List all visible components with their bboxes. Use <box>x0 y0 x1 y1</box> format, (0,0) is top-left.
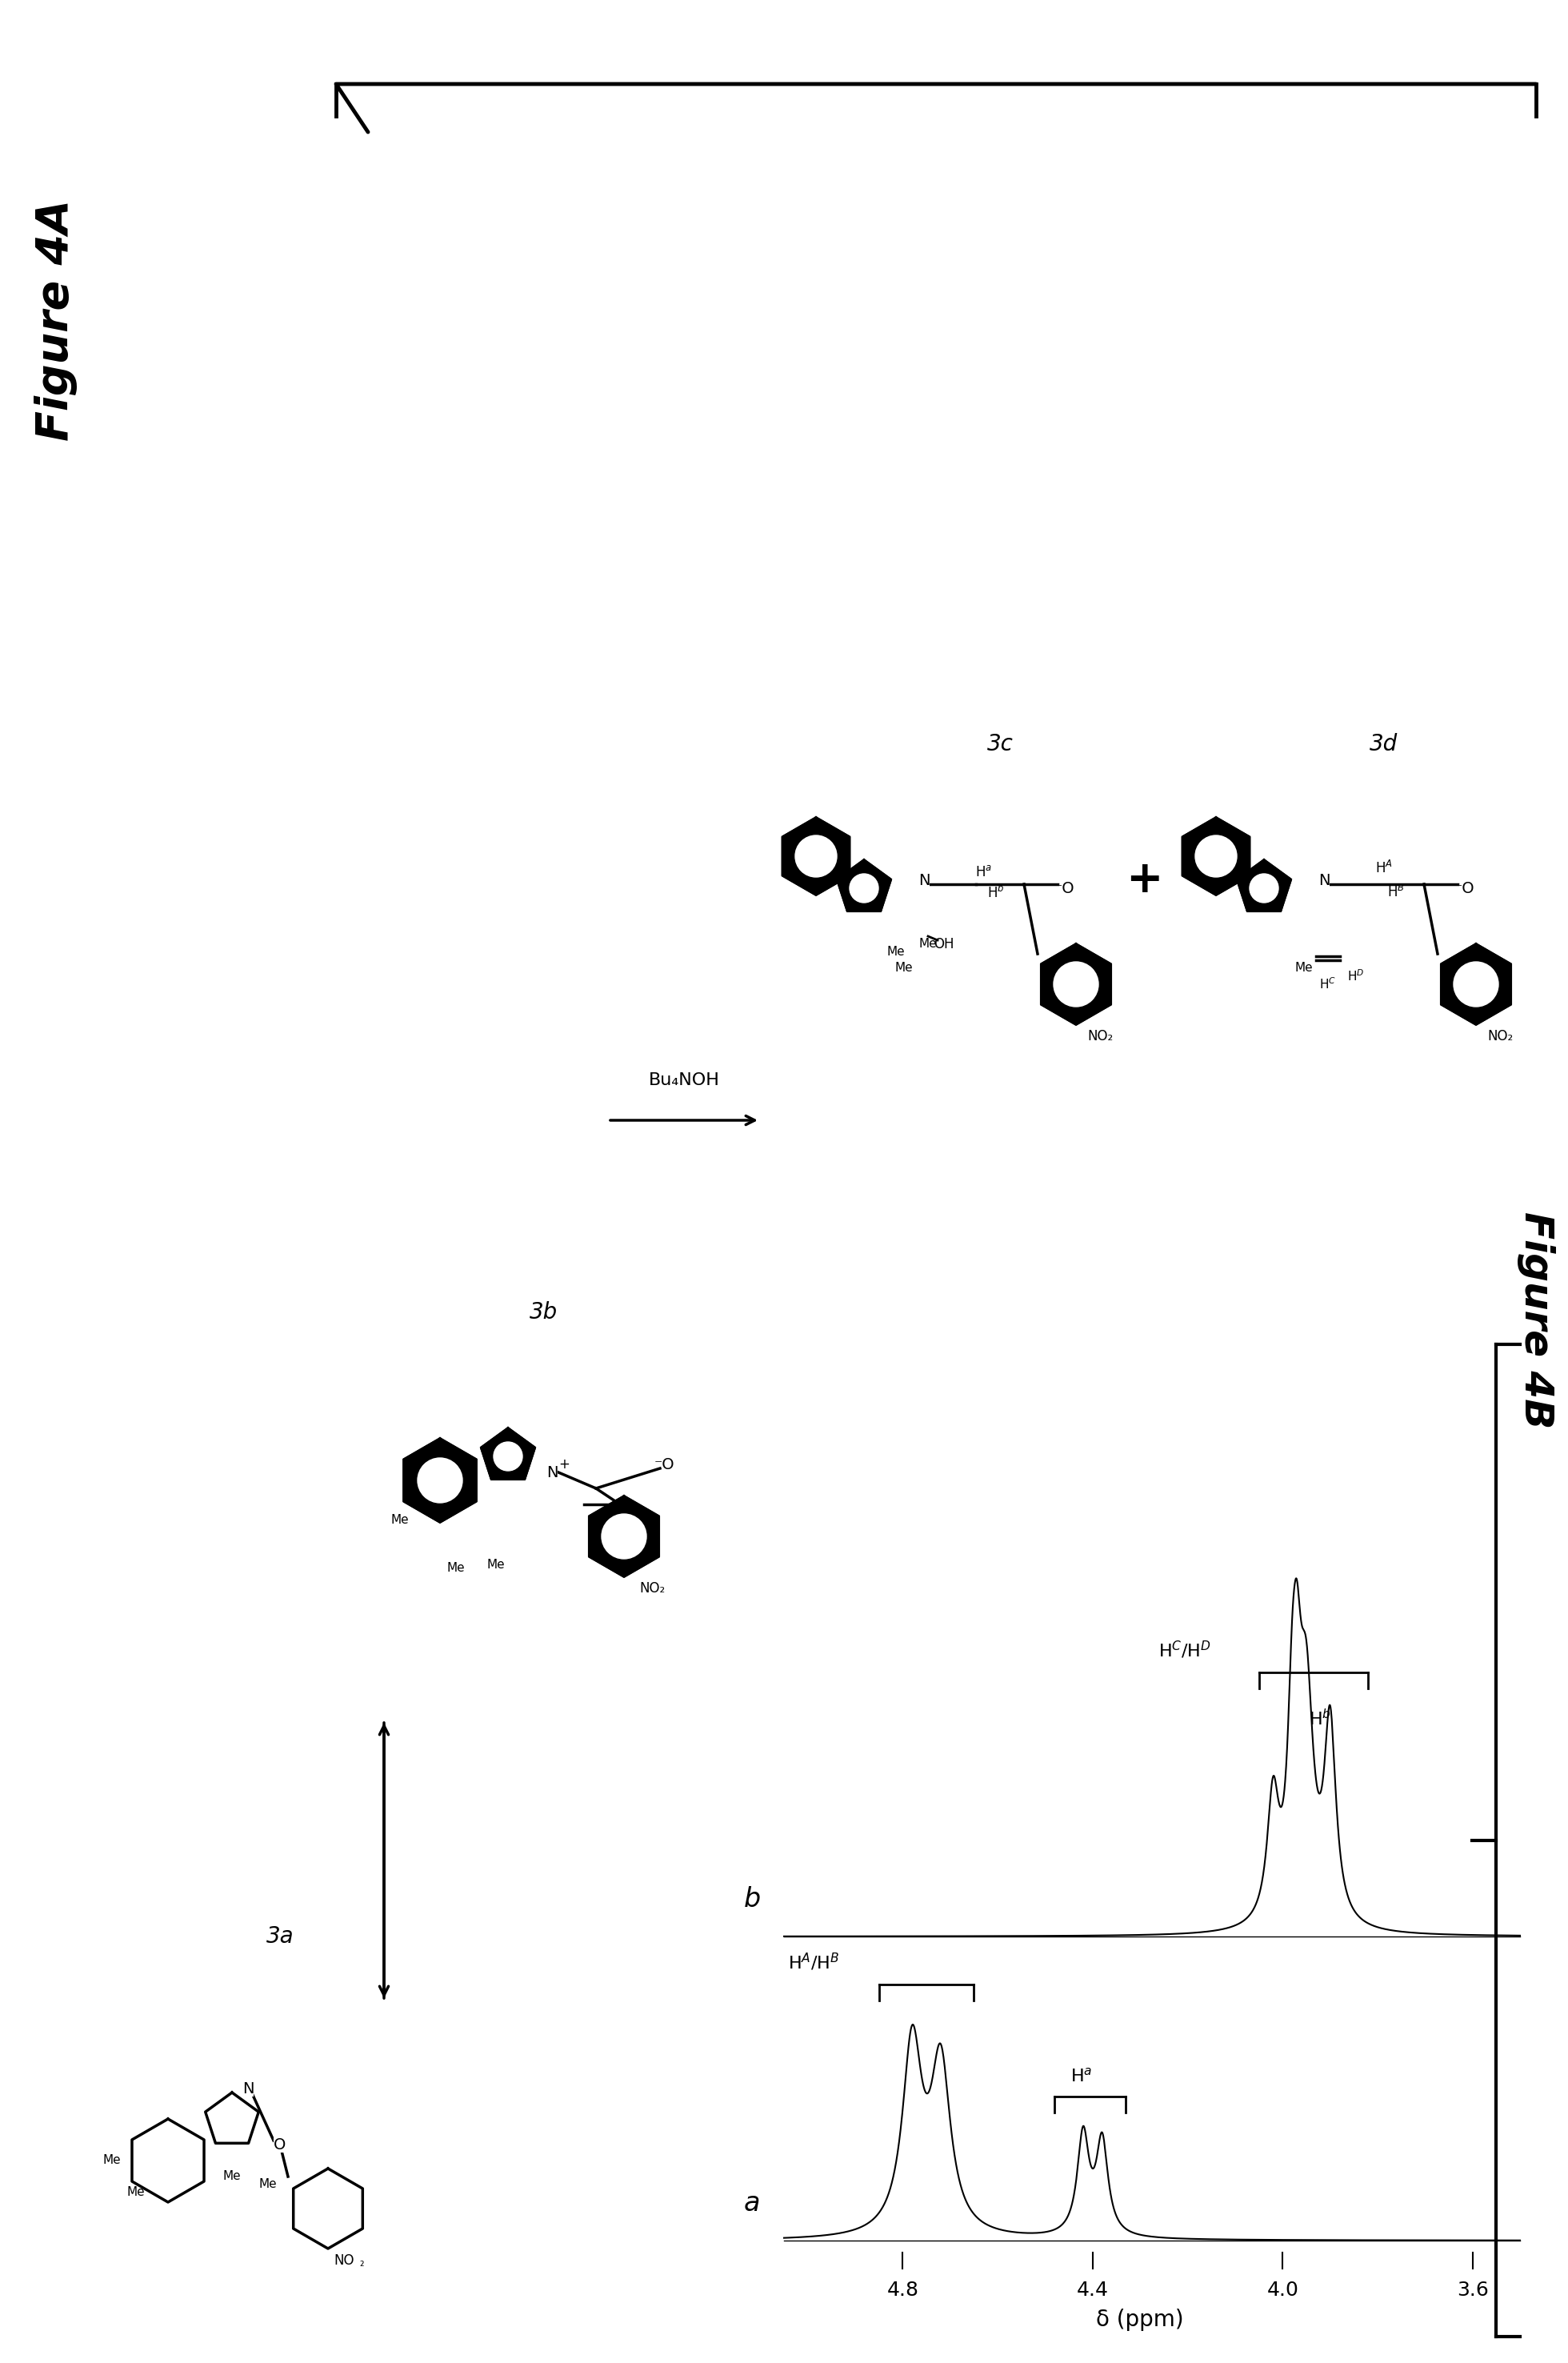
Text: H$^a$: H$^a$ <box>975 865 993 879</box>
Text: ⁻O: ⁻O <box>1454 881 1474 896</box>
Text: Me: Me <box>390 1515 409 1526</box>
Text: N: N <box>1319 872 1330 888</box>
Circle shape <box>417 1458 463 1503</box>
Text: Bu₄NOH: Bu₄NOH <box>649 1073 720 1089</box>
Text: H$^B$: H$^B$ <box>1388 884 1405 900</box>
Text: O: O <box>274 2136 285 2153</box>
Text: 4.4: 4.4 <box>1077 2280 1109 2299</box>
Text: N: N <box>919 872 930 888</box>
Text: H$^b$: H$^b$ <box>1309 1708 1331 1727</box>
Text: H$^a$: H$^a$ <box>1071 2068 1093 2084</box>
Text: 3d: 3d <box>1370 733 1399 756</box>
Text: 3b: 3b <box>530 1302 558 1323</box>
Text: Me: Me <box>488 1557 505 1571</box>
Circle shape <box>850 874 878 903</box>
Text: Me: Me <box>259 2179 278 2191</box>
Text: ⁻O: ⁻O <box>1054 881 1074 896</box>
Text: a: a <box>743 2191 760 2216</box>
Text: +: + <box>1126 858 1162 903</box>
Text: H$^A$/H$^B$: H$^A$/H$^B$ <box>787 1952 839 1973</box>
Text: H$^b$: H$^b$ <box>988 884 1005 900</box>
Text: Me: Me <box>895 962 913 974</box>
Circle shape <box>1054 962 1099 1007</box>
Text: NO₂: NO₂ <box>1486 1028 1513 1044</box>
Text: OH: OH <box>935 938 955 952</box>
Circle shape <box>1250 874 1278 903</box>
Polygon shape <box>590 1496 659 1576</box>
Circle shape <box>1454 962 1499 1007</box>
Text: Me: Me <box>127 2186 146 2198</box>
Text: Me: Me <box>887 945 905 959</box>
Text: NO₂: NO₂ <box>1087 1028 1113 1044</box>
Text: H$^A$: H$^A$ <box>1375 860 1392 877</box>
Text: N: N <box>546 1465 558 1479</box>
Text: 3c: 3c <box>986 733 1013 756</box>
Polygon shape <box>1441 945 1510 1023</box>
Polygon shape <box>837 860 891 910</box>
Text: Me: Me <box>447 1562 466 1574</box>
Text: ⁻O: ⁻O <box>654 1456 674 1472</box>
Circle shape <box>1195 837 1237 877</box>
Circle shape <box>795 837 837 877</box>
Text: 3a: 3a <box>267 1926 293 1947</box>
Polygon shape <box>782 818 850 896</box>
Text: Me: Me <box>223 2172 241 2183</box>
Text: Me: Me <box>1295 962 1312 974</box>
Text: Figure 4B: Figure 4B <box>1516 1212 1555 1430</box>
Text: 4.0: 4.0 <box>1267 2280 1298 2299</box>
Polygon shape <box>1182 818 1250 896</box>
Polygon shape <box>481 1427 535 1479</box>
Circle shape <box>494 1441 522 1470</box>
Text: Me: Me <box>103 2155 121 2167</box>
Text: NO₂: NO₂ <box>640 1581 665 1595</box>
Text: H$^D$: H$^D$ <box>1347 969 1364 983</box>
Text: δ (ppm): δ (ppm) <box>1096 2309 1184 2330</box>
Polygon shape <box>405 1439 477 1522</box>
Text: Me: Me <box>919 938 938 950</box>
Text: b: b <box>743 1886 760 1912</box>
Text: N: N <box>241 2082 254 2096</box>
Text: 3.6: 3.6 <box>1457 2280 1488 2299</box>
Circle shape <box>602 1515 646 1560</box>
Polygon shape <box>1041 945 1110 1023</box>
Text: 4.8: 4.8 <box>887 2280 919 2299</box>
Text: H$^C$: H$^C$ <box>1320 976 1336 992</box>
Text: NO: NO <box>334 2254 354 2268</box>
Text: +: + <box>558 1458 569 1472</box>
Polygon shape <box>1237 860 1290 910</box>
Text: ₂: ₂ <box>359 2257 364 2268</box>
Text: H$^C$/H$^D$: H$^C$/H$^D$ <box>1159 1640 1210 1661</box>
Text: Figure 4A: Figure 4A <box>34 198 77 442</box>
